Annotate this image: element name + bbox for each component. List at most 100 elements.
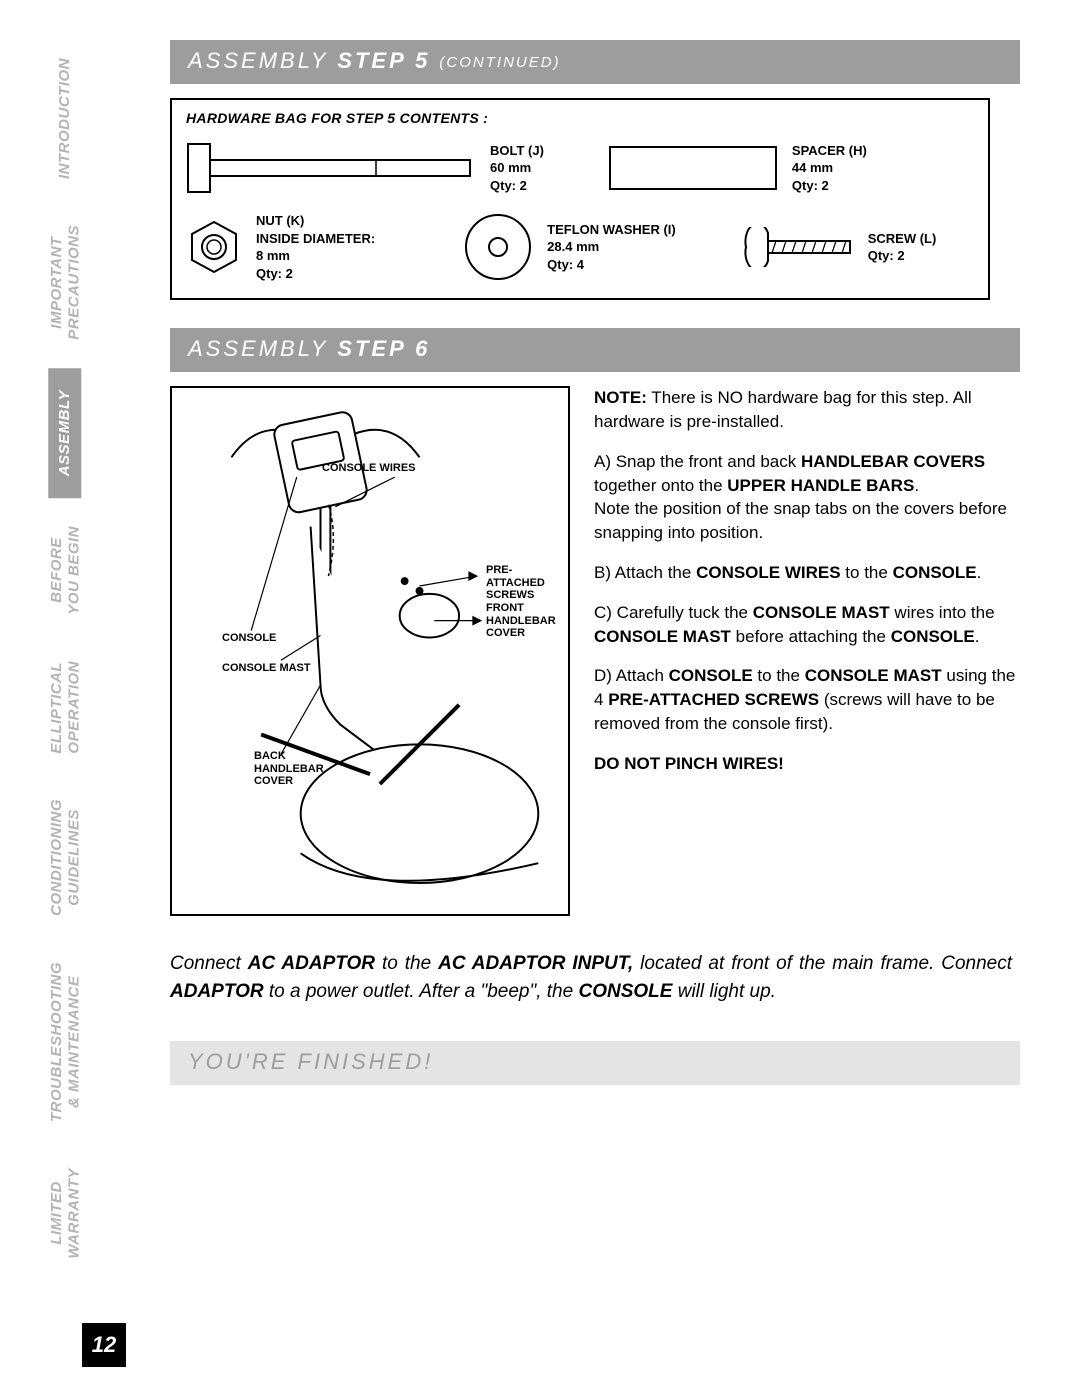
t: will light up. bbox=[672, 981, 776, 1002]
t: Connect bbox=[170, 953, 248, 974]
bar-text: ASSEMBLY bbox=[188, 48, 337, 73]
t: . bbox=[914, 476, 919, 495]
instr-note: NOTE: There is NO hardware bag for this … bbox=[594, 386, 1020, 434]
step6-instructions: NOTE: There is NO hardware bag for this … bbox=[594, 386, 1020, 916]
part-name: NUT (K) bbox=[256, 212, 375, 230]
part-name: BOLT (J) bbox=[490, 142, 544, 160]
nav-tab-introduction[interactable]: INTRODUCTION bbox=[50, 40, 79, 197]
note-text: There is NO hardware bag for this step. … bbox=[594, 388, 972, 431]
step6-content: CONSOLE WIRES PRE-ATTACHED SCREWS FRONT … bbox=[170, 386, 1020, 916]
nut-icon bbox=[186, 219, 242, 275]
nav-tab-label: IMPORTANT bbox=[48, 225, 65, 340]
nav-tab-label: GUIDELINES bbox=[65, 799, 82, 916]
hardware-caption: HARDWARE BAG FOR STEP 5 CONTENTS : bbox=[186, 110, 974, 126]
instr-c: C) Carefully tuck the CONSOLE MAST wires… bbox=[594, 601, 1020, 649]
nav-tab-assembly[interactable]: ASSEMBLY bbox=[48, 368, 81, 498]
nav-tab-label: ELLIPTICAL bbox=[48, 661, 65, 754]
label-line: FRONT bbox=[486, 602, 524, 614]
part-name: SPACER (H) bbox=[792, 142, 867, 160]
label-console: CONSOLE bbox=[222, 632, 276, 645]
nav-tab-label: PRECAUTIONS bbox=[65, 225, 82, 340]
nav-tab-before-you-begin[interactable]: BEFORE YOU BEGIN bbox=[42, 508, 89, 633]
nav-tab-troubleshooting[interactable]: TROUBLESHOOTING & MAINTENANCE bbox=[42, 944, 89, 1140]
washer-label: TEFLON WASHER (I) 28.4 mm Qty: 4 bbox=[547, 221, 676, 274]
t: C) Carefully tuck the bbox=[594, 603, 753, 622]
part-dim: 28.4 mm bbox=[547, 238, 676, 256]
nav-tab-limited-warranty[interactable]: LIMITED WARRANTY bbox=[42, 1150, 89, 1277]
label-line: SCREWS bbox=[486, 589, 534, 601]
t: located at front of the main frame. Conn… bbox=[633, 953, 1012, 974]
part-dimlabel: INSIDE DIAMETER: bbox=[256, 230, 375, 248]
nav-tab-label: BEFORE bbox=[48, 526, 65, 615]
t: to the bbox=[375, 953, 438, 974]
t: . bbox=[975, 627, 980, 646]
instr-b: B) Attach the CONSOLE WIRES to the CONSO… bbox=[594, 561, 1020, 585]
part-dim: 60 mm bbox=[490, 159, 544, 177]
t: CONSOLE MAST bbox=[594, 627, 731, 646]
t: UPPER HANDLE BARS bbox=[727, 476, 914, 495]
nav-tab-label: WARRANTY bbox=[65, 1168, 82, 1259]
nav-tab-elliptical-operation[interactable]: ELLIPTICAL OPERATION bbox=[42, 643, 89, 772]
connect-paragraph: Connect AC ADAPTOR to the AC ADAPTOR INP… bbox=[170, 950, 1012, 1005]
instr-warning: DO NOT PINCH WIRES! bbox=[594, 752, 1020, 776]
nav-tab-label: YOU BEGIN bbox=[65, 526, 82, 615]
hardware-row-2: NUT (K) INSIDE DIAMETER: 8 mm Qty: 2 TEF… bbox=[186, 212, 974, 282]
label-preattached: PRE-ATTACHED SCREWS bbox=[486, 564, 568, 602]
part-dim: 8 mm bbox=[256, 247, 375, 265]
label-line: HANDLEBAR bbox=[486, 615, 556, 627]
nav-tab-precautions[interactable]: IMPORTANT PRECAUTIONS bbox=[42, 207, 89, 358]
section-bar-step5: ASSEMBLY STEP 5 (CONTINUED) bbox=[170, 40, 1020, 84]
note-bold: NOTE: bbox=[594, 388, 647, 407]
t: B) Attach the bbox=[594, 563, 696, 582]
t: Note the position of the snap tabs on th… bbox=[594, 499, 1007, 542]
t: A) Snap the front and back bbox=[594, 452, 801, 471]
label-line: PRE-ATTACHED bbox=[486, 564, 545, 589]
t: AC ADAPTOR INPUT, bbox=[438, 953, 633, 974]
nav-tab-label: & MAINTENANCE bbox=[65, 962, 82, 1122]
part-qty: Qty: 2 bbox=[256, 265, 375, 283]
label-console-mast: CONSOLE MAST bbox=[222, 662, 311, 675]
label-front-cover: FRONT HANDLEBAR COVER bbox=[486, 602, 556, 640]
side-nav-tabs: INTRODUCTION IMPORTANT PRECAUTIONS ASSEM… bbox=[0, 0, 130, 1360]
nut-label: NUT (K) INSIDE DIAMETER: 8 mm Qty: 2 bbox=[256, 212, 375, 282]
step6-illustration: CONSOLE WIRES PRE-ATTACHED SCREWS FRONT … bbox=[170, 386, 570, 916]
t: together onto the bbox=[594, 476, 727, 495]
t: to a power outlet. After a "beep", the bbox=[264, 981, 579, 1002]
instr-a: A) Snap the front and back HANDLEBAR COV… bbox=[594, 450, 1020, 545]
instr-d: D) Attach CONSOLE to the CONSOLE MAST us… bbox=[594, 664, 1020, 735]
hardware-box: HARDWARE BAG FOR STEP 5 CONTENTS : BOLT … bbox=[170, 98, 990, 300]
t: CONSOLE MAST bbox=[805, 666, 942, 685]
part-qty: Qty: 2 bbox=[490, 177, 544, 195]
t: CONSOLE bbox=[893, 563, 977, 582]
t: CONSOLE bbox=[669, 666, 753, 685]
t: D) Attach bbox=[594, 666, 669, 685]
part-qty: Qty: 2 bbox=[792, 177, 867, 195]
section-bar-step6: ASSEMBLY STEP 6 bbox=[170, 328, 1020, 372]
label-line: COVER bbox=[486, 627, 525, 639]
t: HANDLEBAR COVERS bbox=[801, 452, 985, 471]
hardware-row-1: BOLT (J) 60 mm Qty: 2 SPACER (H) 44 mm Q… bbox=[186, 138, 974, 198]
screw-icon bbox=[744, 227, 854, 267]
nav-tab-label: OPERATION bbox=[65, 661, 82, 754]
label-line: COVER bbox=[254, 775, 293, 787]
nav-tab-label: LIMITED bbox=[48, 1168, 65, 1259]
t: AC ADAPTOR bbox=[248, 953, 375, 974]
t: wires into the bbox=[890, 603, 995, 622]
t: CONSOLE WIRES bbox=[696, 563, 841, 582]
t: . bbox=[977, 563, 982, 582]
screw-label: SCREW (L) Qty: 2 bbox=[868, 230, 937, 265]
nav-tab-label: CONDITIONING bbox=[48, 799, 65, 916]
label-back-cover: BACK HANDLEBAR COVER bbox=[254, 750, 324, 788]
nav-tab-conditioning-guidelines[interactable]: CONDITIONING GUIDELINES bbox=[42, 781, 89, 934]
t: before attaching the bbox=[731, 627, 891, 646]
part-qty: Qty: 4 bbox=[547, 256, 676, 274]
spacer-icon bbox=[608, 145, 778, 191]
bar-text: ASSEMBLY bbox=[188, 336, 337, 361]
label-console-wires: CONSOLE WIRES bbox=[322, 462, 416, 475]
spacer-label: SPACER (H) 44 mm Qty: 2 bbox=[792, 142, 867, 195]
t: to the bbox=[841, 563, 893, 582]
t: to the bbox=[753, 666, 805, 685]
part-qty: Qty: 2 bbox=[868, 247, 937, 265]
bar-text-bold: STEP 6 bbox=[337, 336, 430, 361]
label-line: HANDLEBAR bbox=[254, 763, 324, 775]
